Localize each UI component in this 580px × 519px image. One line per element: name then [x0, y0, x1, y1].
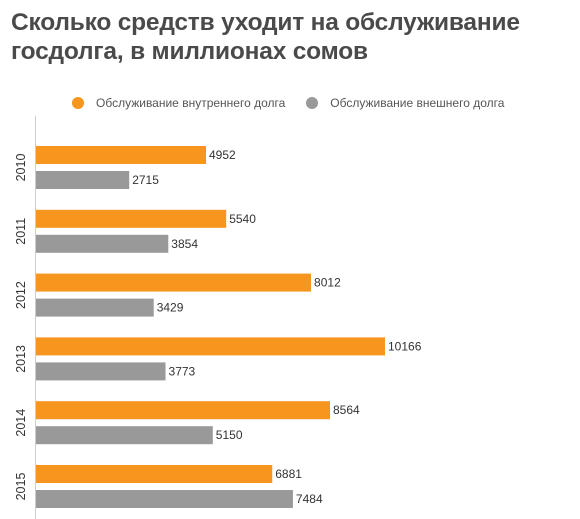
value-label-2011-external: 3854 [171, 237, 198, 251]
legend-marker-domestic [72, 97, 84, 109]
legend-label-domestic: Обслуживание внутреннего долга [96, 96, 286, 110]
bars-group: 4952 2715 2010 5540 3854 2011 8012 3429 2012 1016… [14, 146, 422, 508]
value-label-2014-external: 5150 [216, 428, 243, 442]
category-label-2012: 2012 [14, 281, 28, 309]
value-label-2011-domestic: 5540 [229, 212, 256, 226]
value-label-2015-domestic: 6881 [275, 467, 302, 481]
bar-2015-domestic[interactable] [36, 465, 273, 483]
value-label-2012-domestic: 8012 [314, 276, 341, 290]
bar-2014-domestic[interactable] [36, 401, 331, 420]
legend-item-domestic[interactable]: Обслуживание внутреннего долга [72, 96, 285, 110]
bar-2015-external[interactable] [36, 490, 293, 508]
value-label-2013-external: 3773 [169, 364, 196, 378]
value-label-2010-external: 2715 [132, 173, 159, 187]
bar-2011-domestic[interactable] [36, 209, 227, 228]
chart-title: Сколько средств уходит на обслуживание г… [11, 9, 520, 65]
bar-2013-external[interactable] [36, 362, 166, 381]
bar-2011-external[interactable] [36, 234, 169, 253]
category-label-2014: 2014 [14, 409, 28, 437]
bar-2012-external[interactable] [36, 298, 154, 317]
legend-label-external: Обслуживание внешнего долга [330, 96, 505, 110]
bar-2010-external[interactable] [36, 171, 130, 189]
value-label-2013-domestic: 10166 [388, 339, 422, 353]
bar-2010-domestic[interactable] [36, 146, 207, 164]
category-label-2013: 2013 [14, 345, 28, 373]
category-label-2015: 2015 [14, 473, 28, 501]
value-label-2015-external: 7484 [296, 492, 323, 506]
legend-marker-external [306, 97, 319, 109]
bar-2013-domestic[interactable] [36, 337, 385, 356]
value-label-2014-domestic: 8564 [333, 403, 360, 417]
bar-2014-external[interactable] [36, 426, 213, 445]
category-label-2011: 2011 [14, 218, 28, 245]
bar-2012-domestic[interactable] [36, 273, 312, 292]
category-label-2010: 2010 [14, 154, 28, 182]
value-label-2010-domestic: 4952 [209, 148, 236, 162]
value-label-2012-external: 3429 [157, 301, 184, 315]
legend: Обслуживание внутреннего долга Обслужива… [72, 93, 525, 113]
legend-item-external[interactable]: Обслуживание внешнего долга [306, 96, 504, 110]
